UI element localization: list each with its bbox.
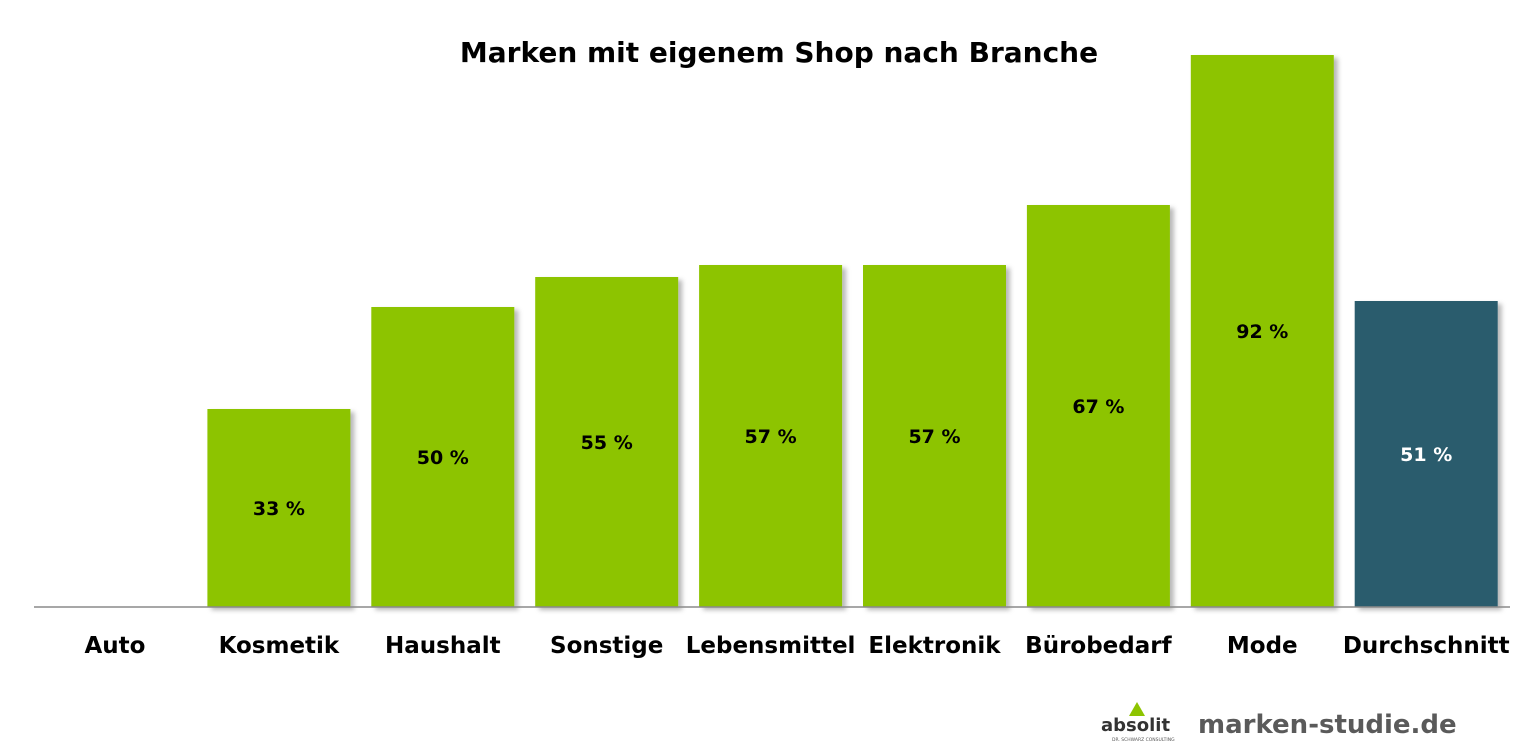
bar-mode — [1190, 55, 1334, 607]
bar-sonstige — [535, 277, 679, 607]
absolit-logo-subtext: DR. SCHWARZ CONSULTING — [1112, 737, 1175, 743]
data-label-kosmetik: 33 % — [253, 498, 305, 520]
data-label-buerobedarf: 67 % — [1072, 396, 1124, 418]
footer-branding: absolit DR. SCHWARZ CONSULTING marken-st… — [1101, 702, 1457, 743]
data-label-sonstige: 55 % — [581, 432, 633, 454]
bar-lebensmittel — [699, 265, 843, 607]
data-label-durchschnitt: 51 % — [1400, 444, 1452, 466]
data-label-elektronik: 57 % — [908, 426, 960, 448]
footer-site-link[interactable]: marken-studie.de — [1198, 710, 1457, 740]
x-tick-label-elektronik: Elektronik — [868, 633, 1001, 659]
data-label-lebensmittel: 57 % — [745, 426, 797, 448]
x-tick-label-durchschnitt: Durchschnitt — [1343, 633, 1510, 659]
data-label-haushalt: 50 % — [417, 447, 469, 469]
absolit-logo-mark-icon — [1129, 702, 1145, 716]
bar-elektronik — [863, 265, 1006, 607]
bars-layer: 33 % 50 % 55 % 57 % 57 % 67 % 92 % 51 % — [207, 55, 1498, 607]
x-tick-label-buerobedarf: Bürobedarf — [1025, 633, 1172, 659]
bar-durchschnitt — [1354, 301, 1498, 607]
x-tick-label-sonstige: Sonstige — [550, 633, 663, 659]
bar-buerobedarf — [1026, 205, 1170, 607]
x-tick-label-kosmetik: Kosmetik — [219, 633, 340, 659]
chart-title: Marken mit eigenem Shop nach Branche — [460, 36, 1098, 69]
x-axis-labels: Auto Kosmetik Haushalt Sonstige Lebensmittel… — [85, 633, 1510, 659]
x-tick-label-haushalt: Haushalt — [385, 633, 501, 659]
bar-kosmetik — [207, 409, 351, 607]
absolit-logo-text: absolit — [1101, 715, 1170, 736]
data-label-mode: 92 % — [1236, 321, 1288, 343]
bar-haushalt — [371, 307, 515, 607]
x-tick-label-auto: Auto — [85, 633, 146, 659]
x-tick-label-lebensmittel: Lebensmittel — [686, 633, 856, 659]
x-tick-label-mode: Mode — [1227, 633, 1298, 659]
